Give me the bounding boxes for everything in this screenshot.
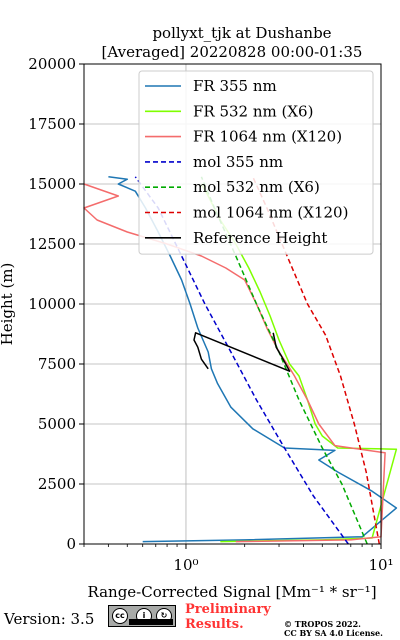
legend-entry: mol 355 nm xyxy=(193,153,283,171)
y-tick-label: 0 xyxy=(66,535,76,553)
x-axis-label: Range-Corrected Signal [Mm⁻¹ * sr⁻¹] xyxy=(87,583,376,600)
badge-strip xyxy=(129,619,173,625)
x-tick-label: 10⁰ xyxy=(173,556,198,574)
legend-entry: mol 1064 nm (X120) xyxy=(193,204,348,222)
legend-entry: Reference Height xyxy=(193,229,327,247)
legend-entry: FR 355 nm xyxy=(193,77,277,95)
cc-license-badge: cc i ↻ xyxy=(108,605,176,627)
legend-box xyxy=(138,70,374,255)
legend-entry: FR 1064 nm (X120) xyxy=(193,128,342,146)
x-tick-label: 10¹ xyxy=(368,556,393,574)
y-tick-label: 15000 xyxy=(28,175,76,193)
version-label: Version: 3.5 xyxy=(4,610,95,628)
y-tick-label: 5000 xyxy=(38,415,76,433)
legend-entry: mol 532 nm (X6) xyxy=(193,178,320,196)
legend: FR 355 nm FR 532 nm (X6) FR 1064 nm (X120)… xyxy=(138,70,374,255)
chart-title-line1: pollyxt_tjk at Dushanbe xyxy=(152,24,331,42)
chart-title-line2: [Averaged] 20220828 00:00-01:35 xyxy=(102,43,363,61)
license-line2: CC BY SA 4.0 License. xyxy=(284,628,383,638)
series-line xyxy=(193,332,291,372)
y-tick-label: 20000 xyxy=(28,55,76,73)
preliminary-line1: Preliminary xyxy=(185,602,271,617)
series-line xyxy=(83,183,386,543)
cc-icon: cc xyxy=(112,608,128,624)
axis-ticks: 0 2500 5000 7500 10000 12500 15000 17500 20000 10… xyxy=(28,55,393,574)
license-note: © TROPOS 2022. CC BY SA 4.0 License. xyxy=(284,620,383,638)
y-tick-label: 2500 xyxy=(38,475,76,493)
y-tick-label: 10000 xyxy=(28,295,76,313)
chart: pollyxt_tjk at Dushanbe [Averaged] 20220… xyxy=(0,24,398,600)
y-tick-label: 12500 xyxy=(28,235,76,253)
y-tick-label: 17500 xyxy=(28,115,76,133)
license-line1: © TROPOS 2022. xyxy=(284,619,361,629)
preliminary-line2: Results. xyxy=(185,617,244,632)
y-tick-label: 7500 xyxy=(38,355,76,373)
y-axis-label: Height (m) xyxy=(0,263,16,346)
legend-entry: FR 532 nm (X6) xyxy=(193,102,313,120)
preliminary-results-note: Preliminary Results. xyxy=(185,602,271,632)
